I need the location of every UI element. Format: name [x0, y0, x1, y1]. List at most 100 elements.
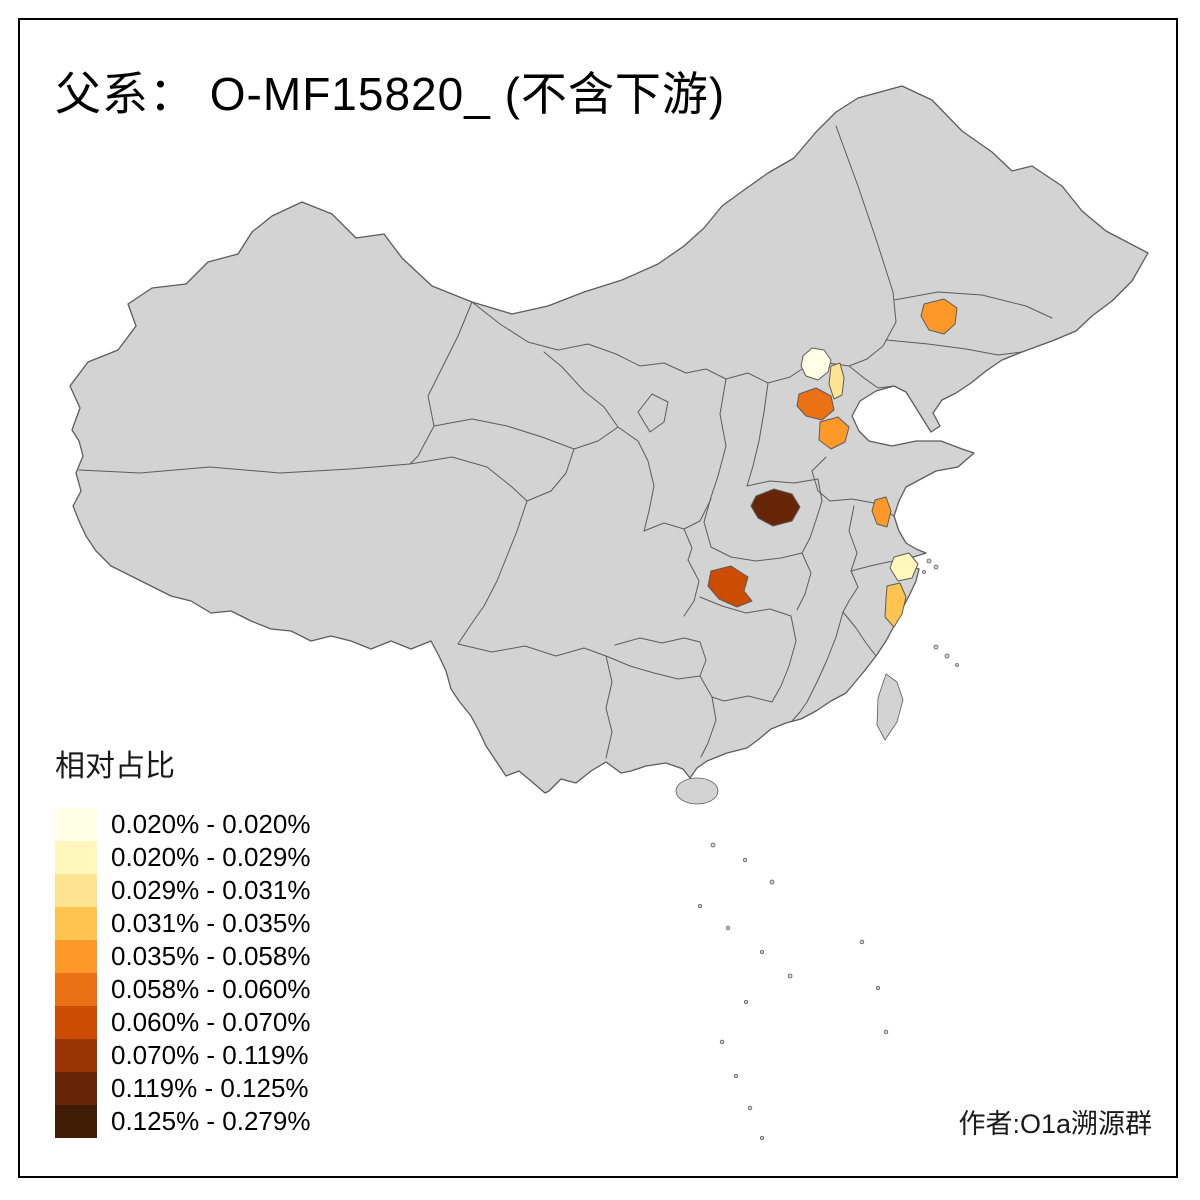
region-liaoning-central — [920, 298, 958, 335]
boundary-jilin-liaoning — [885, 339, 1023, 356]
legend-entry: 0.125% - 0.279% — [55, 1105, 310, 1138]
legend: 相对占比 0.020% - 0.020% 0.020% - 0.029% 0.029… — [55, 750, 310, 1138]
legend-entry: 0.070% - 0.119% — [55, 1039, 310, 1072]
south-sea-islet — [876, 986, 881, 991]
south-sea-islet — [787, 973, 793, 979]
legend-entry: 0.035% - 0.058% — [55, 940, 310, 973]
legend-swatch — [55, 940, 97, 973]
boundary-fujian-guangdong — [791, 701, 808, 722]
region-beijing — [800, 347, 832, 381]
boundary-qinghai-east — [526, 448, 575, 502]
boundary-hebei-henan — [746, 478, 819, 487]
taiwan-island — [876, 673, 904, 741]
south-sea-islet — [719, 1039, 725, 1045]
south-sea-islet — [769, 879, 775, 885]
boundary-shanxi-hebei — [746, 382, 769, 487]
zhoushan-islet — [926, 558, 932, 564]
offshore-islet — [944, 653, 950, 659]
legend-label: 0.029% - 0.031% — [111, 875, 311, 905]
legend-entry: 0.060% - 0.070% — [55, 1006, 310, 1039]
boundary-zhejiang-fujian — [842, 611, 877, 657]
offshore-islet — [955, 663, 959, 667]
boundary-shandong-west — [811, 456, 831, 502]
legend-entries: 0.020% - 0.020% 0.020% - 0.029% 0.029% - 0… — [55, 808, 310, 1138]
hainan-island — [675, 777, 719, 805]
region-hebei-south — [818, 416, 850, 450]
legend-label: 0.058% - 0.060% — [111, 974, 311, 1004]
boundary-hunan-guangdong — [699, 675, 773, 703]
legend-label: 0.031% - 0.035% — [111, 908, 311, 938]
legend-swatch — [55, 973, 97, 1006]
south-sea-islet — [698, 904, 703, 909]
page-title: 父系： O-MF15820_ (不含下游) — [55, 68, 726, 120]
region-henan-southwest — [750, 488, 801, 527]
south-sea-islet — [760, 1136, 765, 1141]
mainland-outline — [69, 85, 1149, 794]
region-zhejiang-southeast — [884, 582, 907, 628]
legend-swatch — [55, 1072, 97, 1105]
boundary-xinjiang-tibet — [78, 463, 411, 474]
islands — [675, 558, 959, 1141]
region-hebei-central — [796, 387, 835, 421]
region-hubei-west — [707, 565, 753, 608]
highlighted-regions — [707, 298, 958, 628]
legend-entry: 0.031% - 0.035% — [55, 907, 310, 940]
offshore-islet — [933, 644, 939, 650]
province-boundaries — [78, 125, 1053, 759]
boundary-zhejiang-anhui — [842, 570, 859, 613]
south-sea-islet — [742, 857, 748, 863]
boundary-hubei-hunan — [699, 596, 792, 617]
boundary-innermongolia-south — [471, 301, 803, 384]
boundary-henan-hubei — [703, 496, 803, 562]
legend-label: 0.020% - 0.020% — [111, 809, 311, 839]
boundary-qinghai-north — [433, 418, 575, 450]
legend-label: 0.125% - 0.279% — [111, 1106, 311, 1136]
region-jiangsu-central — [871, 496, 892, 528]
south-sea-islet — [883, 1029, 889, 1035]
boundary-hebei-liaoning — [848, 365, 895, 389]
boundary-yunnan-sichuan — [457, 643, 607, 657]
region-zhejiang-northeast — [889, 552, 919, 582]
legend-label: 0.119% - 0.125% — [111, 1073, 309, 1103]
boundary-shaanxi-gansu — [617, 426, 655, 532]
boundary-sichuan-east — [683, 528, 700, 617]
south-sea-islet — [747, 1105, 753, 1111]
zhoushan-islet — [933, 564, 939, 570]
south-sea-islet — [859, 939, 865, 945]
boundary-shaanxi-shanxi — [710, 378, 727, 498]
boundary-hunan-jiangxi — [771, 615, 797, 703]
boundary-gansu-corridor — [543, 351, 619, 450]
legend-swatch — [55, 1039, 97, 1072]
legend-entry: 0.020% - 0.020% — [55, 808, 310, 841]
boundary-yunnan-guangxi — [605, 655, 613, 759]
boundary-anhui-jiangsu — [848, 505, 858, 572]
attribution-text: 作者:O1a溯源群 — [958, 1109, 1152, 1139]
south-sea-islet — [734, 1074, 739, 1079]
zhoushan-islet — [922, 570, 926, 574]
legend-swatch — [55, 808, 97, 841]
legend-entry: 0.058% - 0.060% — [55, 973, 310, 1006]
boundary-guizhou-guangxi — [605, 655, 701, 680]
legend-swatch — [55, 874, 97, 907]
legend-label: 0.020% - 0.029% — [111, 842, 311, 872]
south-sea-islet — [725, 925, 731, 931]
boundary-guizhou-north — [614, 637, 707, 677]
legend-entry: 0.119% - 0.125% — [55, 1072, 310, 1105]
legend-swatch — [55, 907, 97, 940]
boundary-anhui-hubei — [796, 552, 812, 611]
legend-swatch — [55, 1105, 97, 1138]
boundary-tibet-qinghai — [409, 456, 528, 502]
south-sea-islet — [710, 842, 716, 848]
boundary-heilongjiang-jilin — [893, 291, 1053, 319]
boundary-xinjiang-gansu — [409, 301, 473, 465]
legend-swatch — [55, 841, 97, 874]
legend-label: 0.070% - 0.119% — [111, 1040, 309, 1070]
boundary-ningxia — [637, 393, 669, 433]
legend-title: 相对占比 — [55, 750, 175, 783]
boundary-jiangxi-fujian — [806, 611, 844, 703]
region-tianjin-north — [828, 362, 845, 400]
legend-entry: 0.029% - 0.031% — [55, 874, 310, 907]
south-sea-islet — [760, 950, 765, 955]
boundary-guangxi-guangdong — [700, 696, 717, 758]
